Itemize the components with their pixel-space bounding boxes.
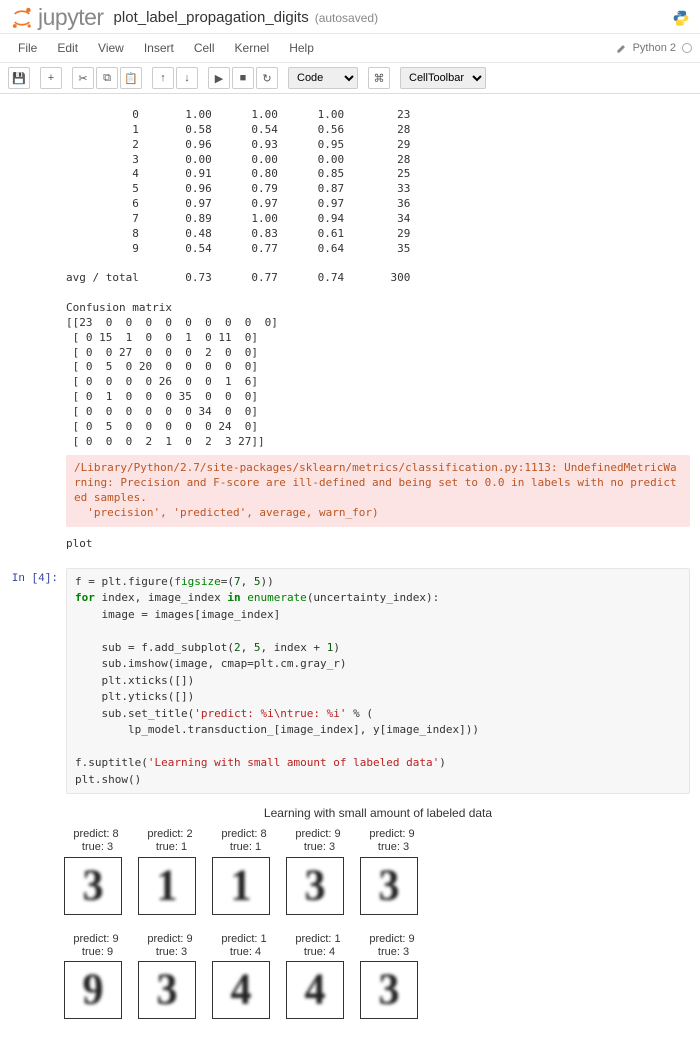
subplot-title: predict: 8 true: 1: [212, 828, 276, 854]
menu-edit[interactable]: Edit: [47, 38, 88, 58]
subplot: predict: 9 true: 33: [138, 933, 202, 1019]
subplot: predict: 9 true: 3 3: [360, 828, 424, 914]
toolbar: 💾 + ✂ ⧉ 📋 ↑ ↓ ▶ ■ ↻ Code ⌘ CellToolbar: [0, 63, 700, 94]
output-cell: 0 1.00 1.00 1.00 23 1 0.58 0.54 0.56 28 …: [0, 102, 700, 552]
kernel-indicator-icon: [682, 43, 692, 53]
digit-image: 4: [286, 961, 344, 1019]
edit-icon[interactable]: [616, 43, 627, 54]
subplot-title: predict: 9 true: 3: [360, 933, 424, 959]
subplot-title: predict: 8 true: 3: [64, 828, 128, 854]
python-logo-icon: [672, 9, 690, 27]
digit-image: 4: [212, 961, 270, 1019]
jupyter-logo-icon: [10, 6, 34, 30]
subplot: predict: 9 true: 99: [64, 933, 128, 1019]
celltype-select[interactable]: Code: [288, 67, 358, 89]
notebook-header: jupyter plot_label_propagation_digits (a…: [0, 0, 700, 34]
digit-image: 3: [138, 961, 196, 1019]
notebook-title[interactable]: plot_label_propagation_digits: [114, 9, 309, 26]
paste-button[interactable]: 📋: [120, 67, 142, 89]
figure-output: Learning with small amount of labeled da…: [56, 806, 700, 1019]
subplot: predict: 8 true: 3 3: [64, 828, 128, 914]
celltoolbar-select[interactable]: CellToolbar: [400, 67, 486, 89]
kernel-name[interactable]: Python 2: [633, 42, 676, 54]
stop-button[interactable]: ■: [232, 67, 254, 89]
classification-report: 0 1.00 1.00 1.00 23 1 0.58 0.54 0.56 28 …: [66, 108, 690, 449]
subplot-title: predict: 1 true: 4: [212, 933, 276, 959]
digit-image: 3: [360, 961, 418, 1019]
digit-image: 1: [138, 857, 196, 915]
subplot-title: predict: 1 true: 4: [286, 933, 350, 959]
add-cell-button[interactable]: +: [40, 67, 62, 89]
plot-text: plot: [66, 537, 690, 550]
cut-button[interactable]: ✂: [72, 67, 94, 89]
menu-insert[interactable]: Insert: [134, 38, 184, 58]
subplot: predict: 2 true: 1 1: [138, 828, 202, 914]
run-button[interactable]: ▶: [208, 67, 230, 89]
menu-cell[interactable]: Cell: [184, 38, 225, 58]
figure-suptitle: Learning with small amount of labeled da…: [56, 806, 700, 820]
copy-button[interactable]: ⧉: [96, 67, 118, 89]
code-cell-4[interactable]: In [4]: f = plt.figure(figsize=(7, 5))fo…: [0, 566, 700, 797]
command-palette-button[interactable]: ⌘: [368, 67, 390, 89]
subplot: predict: 9 true: 3 3: [286, 828, 350, 914]
digit-image: 3: [64, 857, 122, 915]
save-button[interactable]: 💾: [8, 67, 30, 89]
menu-file[interactable]: File: [8, 38, 47, 58]
subplot-title: predict: 9 true: 3: [138, 933, 202, 959]
subplot: predict: 1 true: 44: [212, 933, 276, 1019]
digit-image: 3: [286, 857, 344, 915]
subplot-title: predict: 2 true: 1: [138, 828, 202, 854]
subplot-title: predict: 9 true: 9: [64, 933, 128, 959]
warning-output: /Library/Python/2.7/site-packages/sklear…: [66, 455, 690, 526]
autosave-status: (autosaved): [315, 11, 378, 25]
menu-view[interactable]: View: [88, 38, 134, 58]
move-up-button[interactable]: ↑: [152, 67, 174, 89]
subplot: predict: 9 true: 33: [360, 933, 424, 1019]
jupyter-logo-text[interactable]: jupyter: [38, 4, 104, 31]
menubar: FileEditViewInsertCellKernelHelp Python …: [0, 34, 700, 63]
input-prompt: In [4]:: [10, 568, 66, 795]
digit-image: 9: [64, 961, 122, 1019]
subplot: predict: 1 true: 44: [286, 933, 350, 1019]
menu-help[interactable]: Help: [279, 38, 324, 58]
subplot-title: predict: 9 true: 3: [286, 828, 350, 854]
notebook-body: 0 1.00 1.00 1.00 23 1 0.58 0.54 0.56 28 …: [0, 94, 700, 1057]
code-input-area[interactable]: f = plt.figure(figsize=(7, 5))for index,…: [66, 568, 690, 795]
digit-image: 1: [212, 857, 270, 915]
restart-button[interactable]: ↻: [256, 67, 278, 89]
subplot-title: predict: 9 true: 3: [360, 828, 424, 854]
subplot: predict: 8 true: 1 1: [212, 828, 276, 914]
menu-kernel[interactable]: Kernel: [225, 38, 280, 58]
move-down-button[interactable]: ↓: [176, 67, 198, 89]
digit-image: 3: [360, 857, 418, 915]
